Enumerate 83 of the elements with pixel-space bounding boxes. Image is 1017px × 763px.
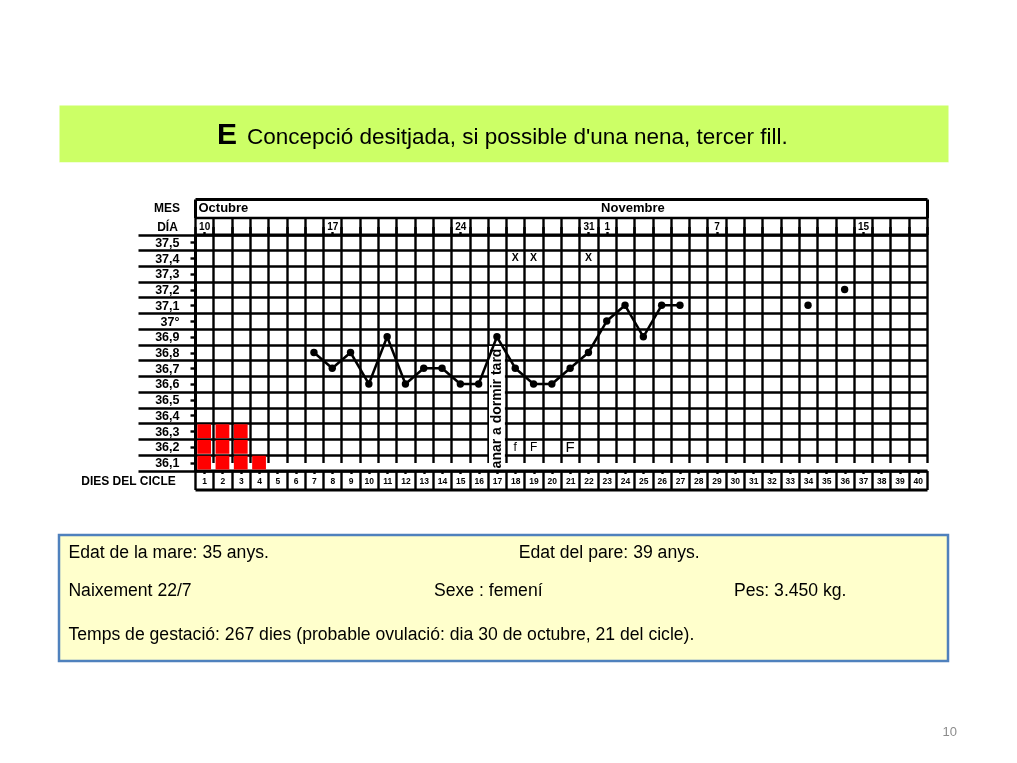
x-tick-label: 29 bbox=[712, 475, 723, 486]
x-tick-label: 2 bbox=[220, 475, 226, 486]
x-tick-label: 31 bbox=[748, 475, 759, 486]
annotation: X bbox=[511, 251, 519, 264]
text: MES bbox=[153, 200, 181, 215]
x-tick-label: 5 bbox=[275, 475, 281, 486]
chart-title: E bbox=[216, 116, 237, 150]
annotation: anar a dormir tard bbox=[487, 348, 504, 469]
annotation: X bbox=[530, 251, 538, 264]
y-tick-label: 37° bbox=[160, 314, 180, 329]
x-tick-label: 32 bbox=[767, 475, 777, 486]
x2-tick-label: 17 bbox=[327, 220, 339, 232]
x-tick-label: 16 bbox=[474, 475, 485, 486]
y-tick-label: 37,5 bbox=[155, 235, 180, 250]
text: Naixement 22/7 bbox=[68, 579, 192, 600]
y-tick-label: 37,2 bbox=[155, 283, 180, 298]
x-tick-label: 3 bbox=[238, 475, 244, 486]
y-tick-label: 37,4 bbox=[155, 251, 180, 266]
text: Novembre bbox=[601, 199, 665, 215]
y-tick-label: 36,2 bbox=[155, 440, 180, 455]
x-tick-label: 15 bbox=[456, 475, 466, 486]
x-tick-label: 34 bbox=[803, 475, 814, 486]
x-tick-label: 13 bbox=[419, 475, 430, 486]
text: Sexe : femení bbox=[434, 579, 543, 600]
y-tick-label: 36,5 bbox=[155, 393, 180, 408]
x-tick-label: 35 bbox=[822, 475, 832, 486]
x2-tick-label: 1 bbox=[604, 220, 611, 232]
annotation: X bbox=[584, 251, 592, 264]
x2-tick-label: 7 bbox=[714, 220, 721, 232]
x-tick-label: 36 bbox=[840, 475, 851, 486]
x-tick-label: 11 bbox=[383, 475, 393, 486]
x-tick-label: 23 bbox=[602, 475, 613, 486]
text: Edat del pare: 39 anys. bbox=[518, 542, 700, 563]
x-tick-label: 21 bbox=[565, 475, 576, 486]
x2-tick-label: 15 bbox=[857, 220, 870, 232]
y-tick-label: 36,6 bbox=[155, 377, 180, 392]
x-tick-label: 27 bbox=[675, 475, 686, 486]
x2-tick-label: 31 bbox=[583, 220, 595, 232]
text: 10 bbox=[942, 724, 957, 739]
text: Pes: 3.450 kg. bbox=[734, 579, 847, 600]
y-tick-label: 36,9 bbox=[155, 330, 180, 345]
x-tick-label: 25 bbox=[639, 475, 649, 486]
text: Temps de gestació: 267 dies (probable ovulació: dia 30 de octubre, 21 del cicle). bbox=[68, 623, 695, 644]
x-tick-label: 10 bbox=[364, 475, 375, 486]
x-axis-title: DIES DEL CICLE bbox=[81, 473, 176, 488]
x-tick-label: 26 bbox=[657, 475, 668, 486]
annotation: f bbox=[513, 439, 518, 454]
y-tick-label: 36,3 bbox=[155, 424, 180, 439]
x-tick-label: 9 bbox=[348, 475, 354, 486]
x-tick-label: 40 bbox=[913, 475, 924, 486]
y-tick-label: 36,4 bbox=[155, 408, 180, 423]
x2-tick-label: 24 bbox=[455, 220, 467, 232]
x-tick-label: 19 bbox=[529, 475, 540, 486]
x-tick-label: 33 bbox=[785, 475, 796, 486]
x-tick-label: 8 bbox=[330, 475, 336, 486]
y-tick-label: 37,1 bbox=[155, 298, 180, 313]
x-tick-label: 24 bbox=[620, 475, 631, 486]
y-tick-label: 36,8 bbox=[155, 346, 180, 360]
y-tick-label: 37,3 bbox=[155, 267, 180, 282]
x-tick-label: 12 bbox=[401, 475, 411, 486]
chart-subtitle: Concepció desitjada, si possible d'una nena, tercer fill. bbox=[247, 123, 788, 149]
text: Edat de la mare: 35 anys. bbox=[68, 542, 269, 563]
x-tick-label: 38 bbox=[877, 475, 887, 486]
x-tick-label: 1 bbox=[202, 475, 208, 486]
x-tick-label: 20 bbox=[547, 475, 558, 486]
y-tick-label: 36,7 bbox=[155, 361, 180, 376]
x-tick-label: 30 bbox=[730, 475, 741, 486]
x-tick-label: 37 bbox=[858, 475, 869, 486]
text: Octubre bbox=[198, 199, 249, 215]
x-tick-label: 22 bbox=[584, 475, 594, 486]
annotation: F bbox=[529, 439, 538, 454]
x-tick-label: 18 bbox=[511, 475, 521, 486]
x-tick-label: 4 bbox=[257, 475, 263, 486]
x-tick-label: 14 bbox=[437, 475, 448, 486]
x-tick-label: 6 bbox=[293, 475, 299, 486]
x-tick-label: 17 bbox=[492, 475, 503, 486]
x2-axis-title: DÍA bbox=[157, 218, 179, 234]
x2-tick-label: 10 bbox=[199, 220, 211, 232]
x-tick-label: 39 bbox=[895, 475, 906, 486]
x-tick-label: 28 bbox=[694, 475, 704, 486]
y-tick-label: 36,1 bbox=[155, 456, 180, 471]
x-tick-label: 7 bbox=[312, 475, 318, 486]
annotation: F bbox=[565, 437, 575, 455]
